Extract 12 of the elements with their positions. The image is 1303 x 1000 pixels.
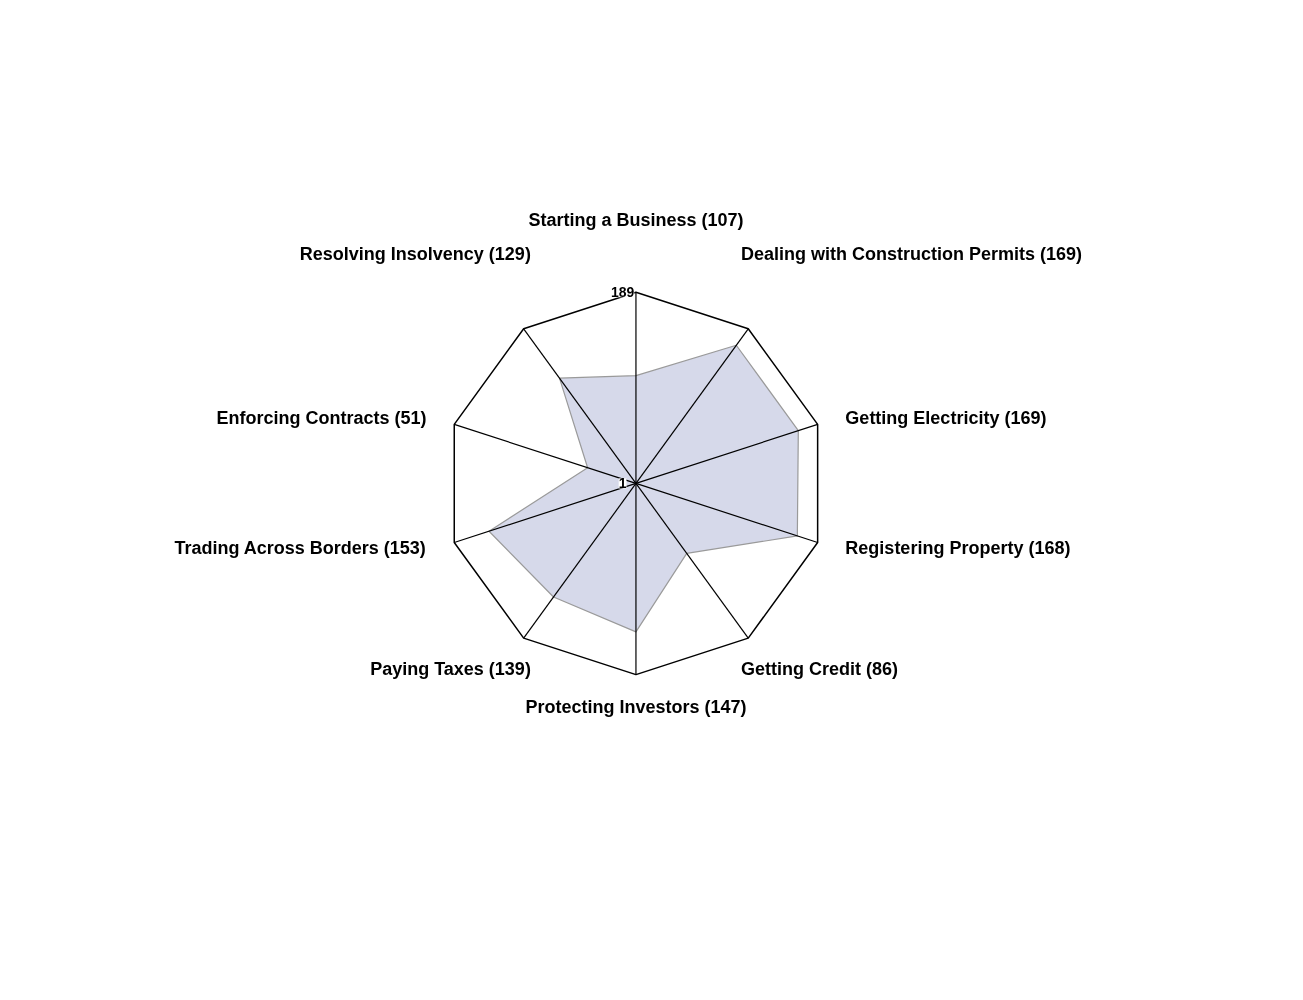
spoke-label: Registering Property (168) — [845, 538, 1071, 559]
y-tick-label: 189 — [610, 284, 635, 301]
spoke-label: Enforcing Contracts (51) — [216, 408, 427, 429]
spoke-label: Protecting Investors (147) — [525, 697, 747, 718]
y-tick-label: 1 — [618, 475, 627, 492]
spoke-label: Resolving Insolvency (129) — [299, 244, 531, 265]
spoke-label: Paying Taxes (139) — [370, 658, 531, 679]
spoke-label: Getting Electricity (169) — [845, 408, 1047, 429]
spoke-label: Getting Credit (86) — [741, 658, 899, 679]
spoke-label: Trading Across Borders (153) — [174, 538, 426, 559]
spoke-label: Dealing with Construction Permits (169) — [741, 244, 1083, 265]
spoke-label: Starting a Business (107) — [528, 209, 744, 230]
